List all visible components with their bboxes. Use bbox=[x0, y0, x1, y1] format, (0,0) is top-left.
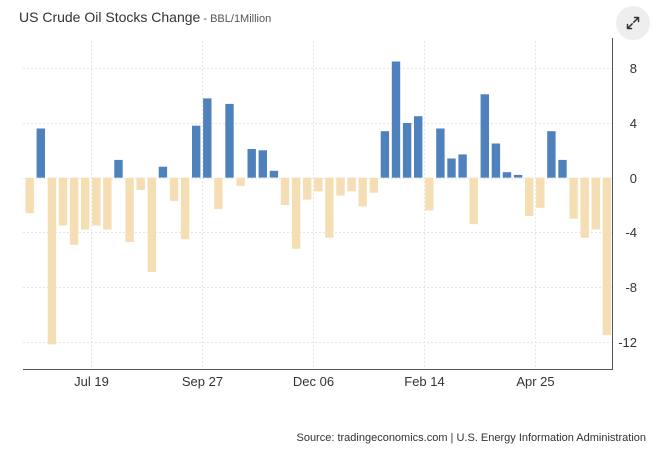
bar-negative[interactable] bbox=[69, 177, 79, 245]
bar-negative[interactable] bbox=[358, 177, 367, 207]
bar-negative[interactable] bbox=[525, 177, 534, 216]
y-tick-label: -8 bbox=[625, 280, 637, 295]
y-tick-label: 8 bbox=[630, 61, 637, 76]
x-tick-label: Jul 19 bbox=[74, 374, 109, 389]
bar-positive[interactable] bbox=[414, 116, 423, 178]
x-tick-label: Sep 27 bbox=[182, 374, 223, 389]
bar-positive[interactable] bbox=[547, 131, 556, 178]
bar-positive[interactable] bbox=[402, 123, 412, 178]
bar-negative[interactable] bbox=[214, 177, 223, 210]
bar-positive[interactable] bbox=[491, 143, 501, 178]
bar-negative[interactable] bbox=[125, 177, 134, 242]
bar-negative[interactable] bbox=[103, 177, 112, 230]
bar-positive[interactable] bbox=[269, 170, 279, 178]
chart-header: US Crude Oil Stocks Change - BBL/1Millio… bbox=[19, 9, 271, 27]
x-tick-label: Feb 14 bbox=[404, 374, 444, 389]
bar-positive[interactable] bbox=[203, 98, 212, 178]
bar-positive[interactable] bbox=[502, 172, 512, 178]
bar-negative[interactable] bbox=[291, 177, 301, 249]
y-tick-label: -4 bbox=[625, 225, 637, 240]
bar-negative[interactable] bbox=[602, 177, 612, 335]
bar-negative[interactable] bbox=[314, 177, 323, 192]
x-tick-label: Dec 06 bbox=[293, 374, 334, 389]
bar-positive[interactable] bbox=[436, 128, 445, 178]
bar-negative[interactable] bbox=[580, 177, 589, 238]
bar-negative[interactable] bbox=[591, 177, 600, 230]
bar-negative[interactable] bbox=[569, 177, 578, 219]
bar-negative[interactable] bbox=[425, 177, 434, 211]
bar-negative[interactable] bbox=[280, 177, 290, 205]
bar-negative[interactable] bbox=[25, 177, 34, 214]
expand-arrows-icon bbox=[626, 16, 640, 30]
bar-negative[interactable] bbox=[236, 177, 245, 186]
grid-lines bbox=[23, 41, 612, 369]
bar-negative[interactable] bbox=[336, 177, 345, 196]
bar-negative[interactable] bbox=[180, 177, 190, 240]
bar-negative[interactable] bbox=[369, 177, 378, 193]
bar-positive[interactable] bbox=[192, 125, 201, 178]
bar-negative[interactable] bbox=[325, 177, 334, 238]
bar-negative[interactable] bbox=[136, 177, 145, 190]
bar-negative[interactable] bbox=[536, 177, 545, 208]
bar-positive[interactable] bbox=[391, 61, 401, 178]
bar-negative[interactable] bbox=[169, 177, 179, 201]
bar-positive[interactable] bbox=[158, 166, 168, 178]
chart-title: US Crude Oil Stocks Change bbox=[19, 9, 201, 25]
y-tick-label: 0 bbox=[630, 171, 637, 186]
tick-labels: 8 4 0 -4 -8 -12 Jul 19 Sep 27 Dec 06 Feb 14 Apr 25 bbox=[74, 61, 637, 389]
bar-positive[interactable] bbox=[558, 159, 567, 178]
bar-positive[interactable] bbox=[480, 94, 489, 178]
bar-negative[interactable] bbox=[347, 177, 356, 192]
expand-button[interactable] bbox=[616, 6, 650, 40]
bar-positive[interactable] bbox=[36, 128, 45, 178]
bar-positive[interactable] bbox=[225, 103, 234, 178]
bar-negative[interactable] bbox=[58, 177, 68, 226]
bar-negative[interactable] bbox=[147, 177, 156, 272]
bar-positive[interactable] bbox=[114, 159, 123, 178]
bar-negative[interactable] bbox=[469, 177, 478, 225]
bar-positive[interactable] bbox=[258, 150, 267, 178]
y-tick-label: 4 bbox=[630, 116, 637, 131]
bar-negative[interactable] bbox=[81, 177, 90, 230]
source-attribution: Source: tradingeconomics.com | U.S. Ener… bbox=[296, 432, 646, 444]
bar-negative[interactable] bbox=[47, 177, 57, 345]
bar-negative[interactable] bbox=[303, 177, 312, 200]
y-tick-label: -12 bbox=[618, 335, 637, 350]
bar-positive[interactable] bbox=[247, 149, 256, 178]
unit-separator: - bbox=[200, 13, 211, 25]
bar-positive[interactable] bbox=[380, 131, 390, 178]
bar-positive[interactable] bbox=[447, 158, 456, 178]
axes bbox=[23, 38, 613, 370]
x-tick-label: Apr 25 bbox=[516, 374, 554, 389]
bar-positive[interactable] bbox=[513, 174, 523, 178]
chart-unit: BBL/1Million bbox=[210, 13, 272, 25]
bar-positive[interactable] bbox=[458, 154, 467, 178]
bar-negative[interactable] bbox=[92, 177, 101, 226]
bar-series bbox=[25, 61, 612, 345]
